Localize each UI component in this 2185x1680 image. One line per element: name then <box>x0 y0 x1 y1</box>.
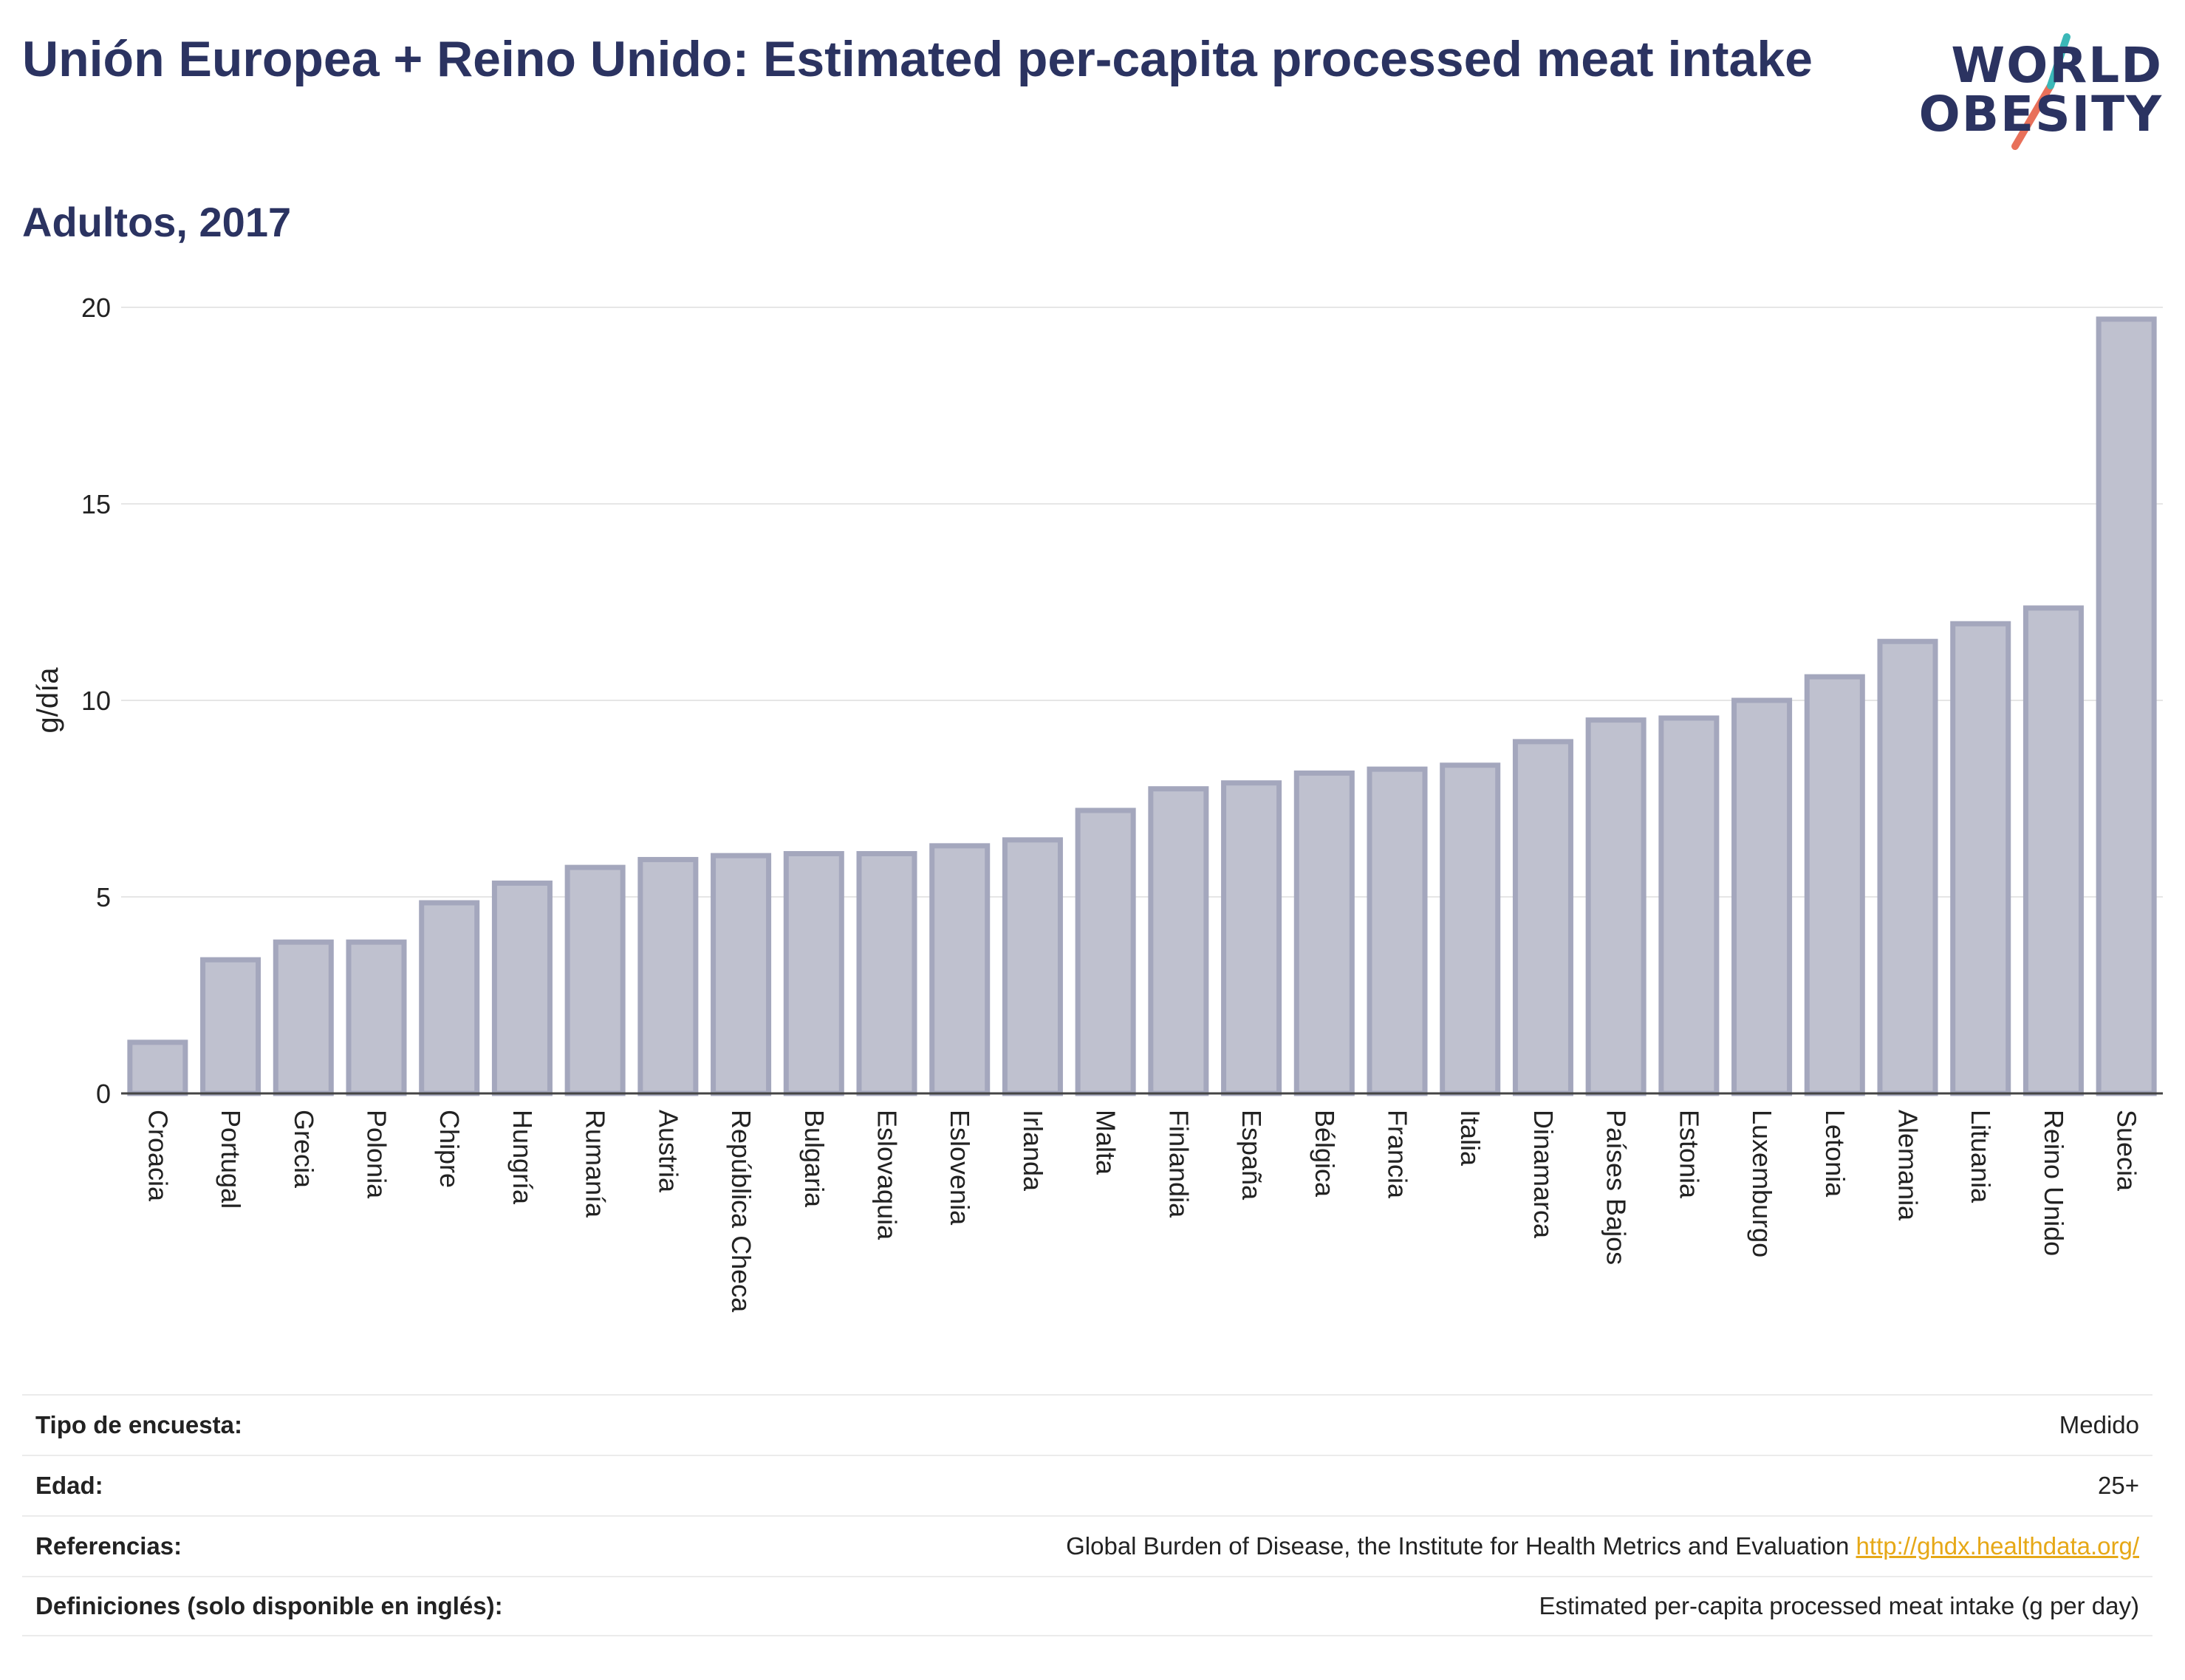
bar <box>2096 316 2157 1096</box>
y-tick-label: 10 <box>81 686 111 716</box>
bar <box>1950 621 2011 1096</box>
logo-text-world: WORLD <box>1951 37 2163 94</box>
bar <box>1731 697 1793 1096</box>
bar <box>1221 780 1282 1096</box>
bar <box>1367 766 1428 1096</box>
reference-link[interactable]: http://ghdx.healthdata.org/ <box>1856 1532 2139 1560</box>
bar <box>2022 605 2084 1096</box>
logo-slash-icon <box>2011 33 2071 150</box>
bar <box>856 850 917 1096</box>
bar <box>127 1039 188 1096</box>
info-value: Global Burden of Disease, the Institute … <box>1066 1532 2139 1560</box>
x-tick-label: Bélgica <box>1310 1110 1340 1198</box>
bar <box>419 900 480 1096</box>
x-tick-label: Países Bajos <box>1601 1110 1632 1265</box>
bar <box>1585 717 1647 1096</box>
x-tick-label: Croacia <box>143 1110 173 1202</box>
x-tick-label: Malta <box>1091 1110 1121 1175</box>
x-tick-label: Eslovenia <box>945 1110 975 1226</box>
x-tick-label: Letonia <box>1820 1110 1850 1198</box>
bar <box>200 957 261 1096</box>
x-tick-label: República Checa <box>726 1110 756 1313</box>
y-tick-label: 20 <box>81 293 111 323</box>
x-tick-label: Reino Unido <box>2039 1110 2069 1256</box>
bar <box>637 856 699 1096</box>
bar <box>1002 837 1063 1096</box>
bar <box>1658 715 1720 1096</box>
bar <box>1440 762 1501 1096</box>
bar <box>1804 674 1865 1096</box>
y-axis-label: g/día <box>32 667 64 734</box>
x-tick-label: Grecia <box>289 1110 319 1189</box>
x-tick-label: Austria <box>653 1110 683 1193</box>
bar <box>346 939 407 1096</box>
x-tick-label: Bulgaria <box>799 1110 830 1208</box>
bar <box>783 850 844 1096</box>
info-value: Medido <box>2059 1411 2139 1438</box>
info-label: Edad: <box>35 1472 103 1499</box>
bar <box>929 843 991 1096</box>
info-table: Tipo de encuesta: Medido Edad: 25+ Refer… <box>22 1394 2152 1636</box>
bar <box>564 864 626 1096</box>
info-row-survey-type: Tipo de encuesta: Medido <box>22 1394 2152 1455</box>
bar <box>1512 739 1573 1096</box>
info-label: Definiciones (solo disponible en inglés)… <box>35 1592 503 1619</box>
info-label: Referencias: <box>35 1532 182 1560</box>
x-tick-label: Dinamarca <box>1528 1110 1559 1239</box>
bar <box>1075 807 1136 1096</box>
x-tick-label: Suecia <box>2112 1110 2142 1192</box>
world-obesity-logo: WORLD OBESITY <box>1918 21 2172 161</box>
x-tick-label: Alemania <box>1893 1110 1924 1221</box>
x-tick-label: Irlanda <box>1018 1110 1048 1192</box>
logo-text-obesity: OBESITY <box>1918 86 2163 143</box>
y-tick-label: 15 <box>81 489 111 519</box>
chart-title: Unión Europea + Reino Unido: Estimated p… <box>22 31 1813 87</box>
x-tick-label: Eslovaquia <box>872 1110 903 1240</box>
info-label: Tipo de encuesta: <box>35 1411 242 1438</box>
x-tick-label: Rumanía <box>581 1110 611 1218</box>
bar <box>1877 638 1938 1096</box>
bar <box>491 880 553 1096</box>
y-tick-label: 0 <box>96 1079 111 1109</box>
info-row-definitions: Definiciones (solo disponible en inglés)… <box>22 1576 2152 1636</box>
x-tick-label: Italia <box>1455 1110 1485 1167</box>
x-tick-label: España <box>1237 1110 1267 1201</box>
info-value: Estimated per-capita processed meat inta… <box>1539 1592 2139 1619</box>
info-row-age: Edad: 25+ <box>22 1455 2152 1515</box>
reference-text: Global Burden of Disease, the Institute … <box>1066 1532 1850 1560</box>
chart-subtitle: Adultos, 2017 <box>22 199 292 245</box>
x-tick-label: Portugal <box>216 1110 246 1209</box>
info-value: 25+ <box>2098 1472 2139 1499</box>
y-tick-label: 5 <box>96 882 111 912</box>
x-tick-label: Chipre <box>434 1110 465 1188</box>
x-tick-label: Estonia <box>1674 1110 1704 1199</box>
bar <box>1293 770 1355 1096</box>
bar <box>711 853 772 1096</box>
bar <box>273 939 334 1096</box>
bar <box>1148 786 1209 1096</box>
info-row-references: Referencias: Global Burden of Disease, t… <box>22 1515 2152 1576</box>
x-tick-label: Lituania <box>1966 1110 1996 1203</box>
x-tick-label: Luxemburgo <box>1747 1110 1777 1257</box>
bar-chart: 0 5 10 15 20 g/día Croacia Portugal Grecia Poloni… <box>32 293 2163 1313</box>
x-tick-label: Polonia <box>362 1110 392 1199</box>
x-tick-label: Finlandia <box>1163 1110 1194 1218</box>
x-tick-label: Hungría <box>507 1110 538 1205</box>
x-tick-label: Francia <box>1383 1110 1413 1199</box>
